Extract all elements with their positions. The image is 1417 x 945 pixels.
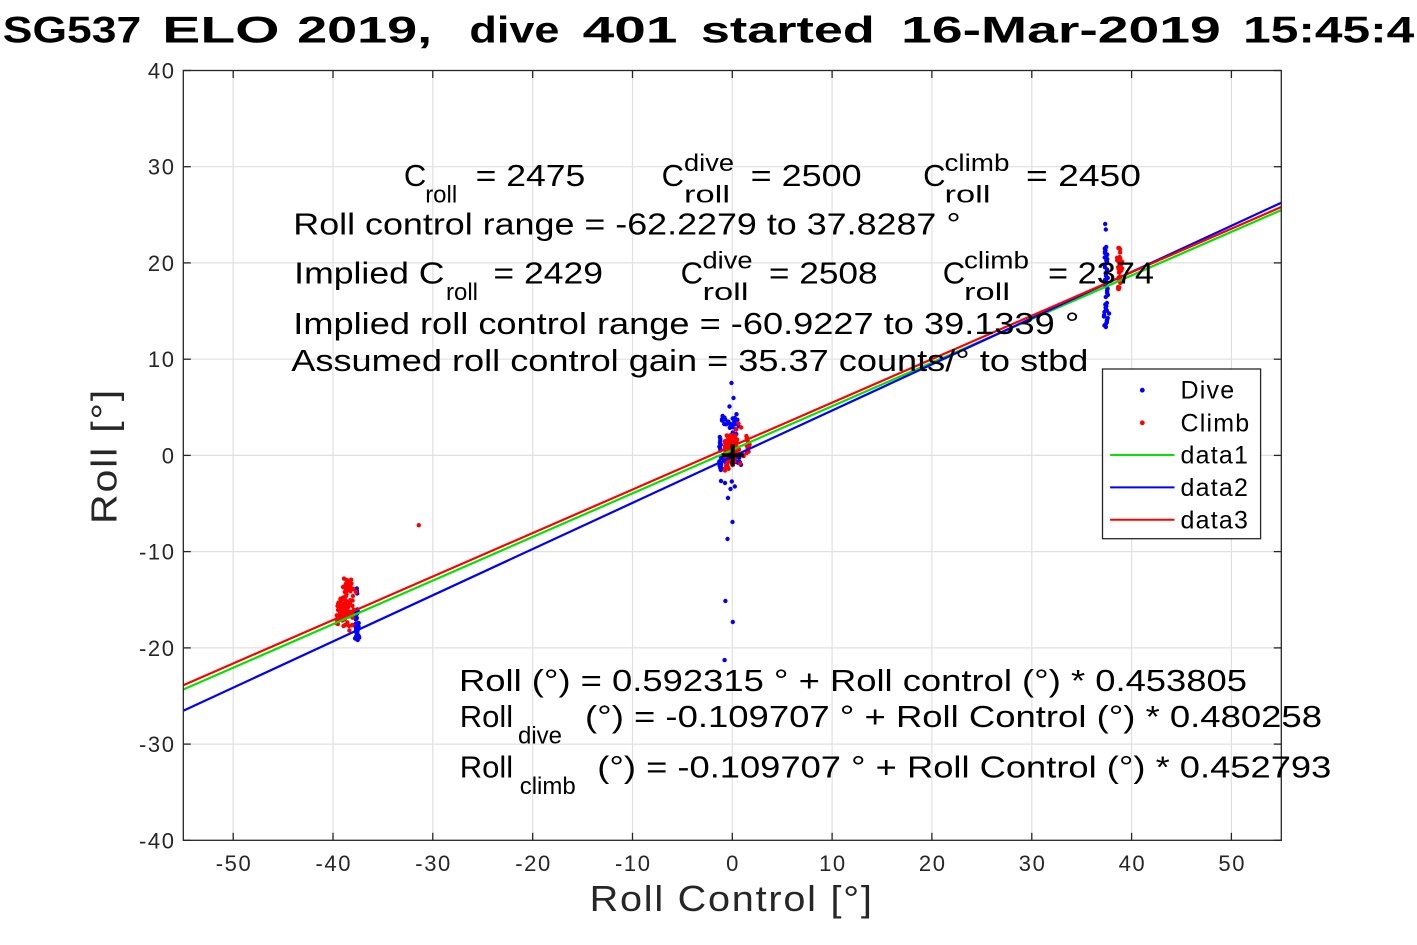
svg-text:-20: -20 <box>139 636 176 661</box>
svg-text:-10: -10 <box>139 540 176 565</box>
svg-text:Roll Control [°]: Roll Control [°] <box>590 878 874 919</box>
svg-text:-40: -40 <box>315 851 352 876</box>
svg-text:40: 40 <box>1119 851 1147 876</box>
svg-text:40: 40 <box>148 59 176 84</box>
svg-text:Climb: Climb <box>1181 409 1251 437</box>
svg-text:20: 20 <box>919 851 947 876</box>
svg-text:-40: -40 <box>139 828 176 853</box>
svg-text:Rollclimb(°) = -0.109707 ° + R: Rollclimb(°) = -0.109707 ° + Roll Contro… <box>460 749 1332 800</box>
svg-text:20: 20 <box>148 251 176 276</box>
svg-text:Implied roll control range = -: Implied roll control range = -60.9227 to… <box>293 306 1079 341</box>
svg-text:0: 0 <box>162 443 176 468</box>
svg-text:-20: -20 <box>515 851 552 876</box>
svg-text:10: 10 <box>819 851 847 876</box>
svg-text:Roll [°]: Roll [°] <box>84 388 125 524</box>
svg-text:Dive: Dive <box>1181 377 1236 405</box>
svg-text:-30: -30 <box>139 732 176 757</box>
svg-text:Rolldive(°) = -0.109707 ° + Ro: Rolldive(°) = -0.109707 ° + Roll Control… <box>460 699 1322 750</box>
svg-text:Roll control range = -62.2279: Roll control range = -62.2279 to 37.8287… <box>293 207 960 242</box>
svg-text:Assumed roll control gain = 35: Assumed roll control gain = 35.37 counts… <box>291 343 1088 378</box>
svg-text:data3: data3 <box>1181 506 1250 534</box>
svg-text:-10: -10 <box>615 851 652 876</box>
svg-text:Roll (°) = 0.592315 ° + Roll c: Roll (°) = 0.592315 ° + Roll control (°)… <box>459 663 1247 698</box>
svg-text:0: 0 <box>726 851 740 876</box>
svg-text:30: 30 <box>1019 851 1047 876</box>
svg-text:-50: -50 <box>216 851 253 876</box>
svg-text:data1: data1 <box>1181 442 1250 470</box>
svg-text:30: 30 <box>148 155 176 180</box>
svg-text:data2: data2 <box>1181 474 1250 502</box>
svg-text:-30: -30 <box>415 851 452 876</box>
svg-text:50: 50 <box>1218 851 1246 876</box>
svg-text:10: 10 <box>148 347 176 372</box>
